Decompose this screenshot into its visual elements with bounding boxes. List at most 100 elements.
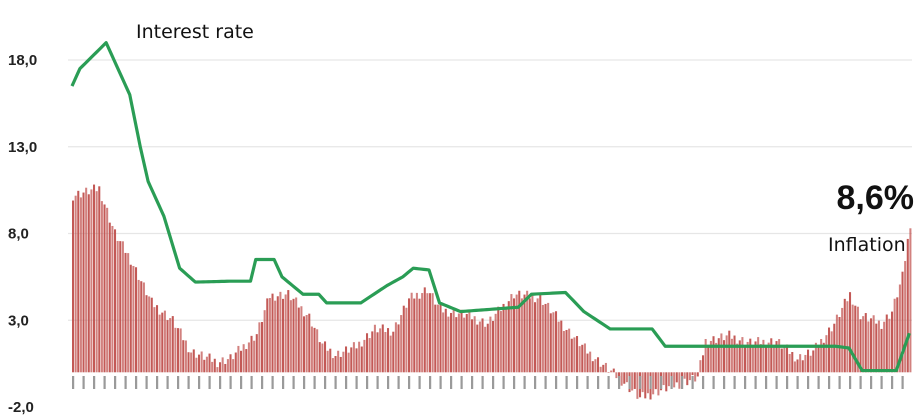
inflation-bar	[702, 355, 705, 373]
x-tick-label	[513, 376, 516, 389]
inflation-bar	[772, 345, 775, 373]
inflation-bar	[292, 298, 295, 373]
inflation-bar	[505, 308, 508, 373]
inflation-bar	[392, 331, 395, 373]
inflation-bar	[583, 343, 586, 373]
x-tick-label	[481, 376, 484, 389]
inflation-bar	[276, 296, 279, 373]
inflation-bar	[410, 292, 413, 373]
inflation-bar	[460, 309, 463, 373]
inflation-bar	[612, 368, 615, 373]
inflation-bar	[415, 292, 418, 373]
inflation-bar	[142, 282, 145, 373]
inflation-bar	[828, 327, 831, 373]
inflation-bar	[263, 310, 266, 373]
inflation-bar	[536, 298, 539, 373]
inflation-bar	[515, 294, 518, 373]
x-tick-label	[376, 376, 379, 389]
inflation-bar	[158, 314, 161, 373]
inflation-bar	[744, 345, 747, 373]
inflation-bar	[98, 186, 101, 373]
x-tick-label	[502, 376, 505, 389]
inflation-bar	[712, 336, 715, 373]
inflation-bar	[93, 184, 96, 373]
inflation-bar	[686, 372, 689, 386]
inflation-bar	[804, 354, 807, 373]
inflation-bar	[439, 304, 442, 373]
x-tick-label	[901, 376, 904, 389]
inflation-bar	[891, 311, 894, 373]
x-tick-label	[187, 376, 190, 389]
inflation-bar	[213, 358, 216, 373]
inflation-bar	[528, 298, 531, 373]
x-tick-label	[72, 376, 75, 389]
inflation-bar	[358, 341, 361, 373]
inflation-bar	[387, 328, 390, 373]
inflation-bar	[153, 307, 156, 373]
inflation-bar	[820, 338, 823, 373]
inflation-bar	[274, 300, 277, 373]
inflation-bar	[502, 303, 505, 373]
inflation-bar	[604, 362, 607, 373]
inflation-bar	[242, 344, 245, 373]
inflation-bar	[607, 372, 610, 373]
x-tick-label	[744, 376, 747, 389]
inflation-bar	[492, 320, 495, 373]
inflation-bar	[841, 307, 844, 373]
inflation-bar	[316, 329, 319, 373]
inflation-bar	[691, 372, 694, 376]
x-tick-label	[366, 376, 369, 389]
inflation-bar	[906, 238, 909, 373]
inflation-bar	[759, 344, 762, 373]
interest-rate-label: Interest rate	[136, 21, 254, 43]
inflation-bar	[192, 349, 195, 373]
inflation-bar	[499, 311, 502, 373]
x-tick-label	[639, 376, 642, 389]
inflation-bar	[457, 313, 460, 373]
inflation-bar	[198, 354, 201, 373]
inflation-bar	[450, 312, 453, 373]
x-tick-label	[891, 376, 894, 389]
inflation-bar	[796, 359, 799, 373]
inflation-bar	[547, 302, 550, 373]
inflation-bar	[696, 372, 699, 377]
inflation-bar	[549, 313, 552, 373]
inflation-bar	[408, 298, 411, 373]
inflation-bar	[570, 338, 573, 373]
inflation-bar	[184, 340, 187, 373]
inflation-bar	[510, 294, 513, 373]
inflation-bar	[373, 324, 376, 373]
x-tick-label	[208, 376, 211, 389]
x-tick-label	[418, 376, 421, 389]
inflation-bar	[807, 349, 810, 373]
inflation-bar	[555, 311, 558, 373]
inflation-bar	[673, 372, 676, 388]
inflation-bar	[400, 315, 403, 373]
inflation-bar	[127, 253, 130, 373]
inflation-bar	[589, 351, 592, 373]
inflation-bar	[489, 316, 492, 373]
inflation-bar	[830, 331, 833, 373]
inflation-bar	[108, 222, 111, 373]
inflation-bar	[423, 287, 426, 373]
inflation-bar	[208, 353, 211, 373]
x-tick-label	[177, 376, 180, 389]
x-tick-label	[271, 376, 274, 389]
x-tick-label	[156, 376, 159, 389]
inflation-bar	[434, 304, 437, 373]
inflation-bar	[625, 372, 628, 383]
inflation-bars	[72, 184, 912, 400]
inflation-bar	[216, 367, 219, 373]
x-tick-label	[303, 376, 306, 389]
x-tick-label	[145, 376, 148, 389]
inflation-bar	[200, 351, 203, 373]
inflation-bar	[591, 361, 594, 373]
inflation-bar	[140, 281, 143, 373]
inflation-bar	[103, 204, 106, 373]
inflation-bar	[363, 339, 366, 373]
inflation-bar	[465, 314, 468, 373]
inflation-bar	[778, 339, 781, 373]
inflation-bar	[129, 264, 132, 373]
x-tick-label	[597, 376, 600, 389]
inflation-bar	[240, 350, 243, 373]
